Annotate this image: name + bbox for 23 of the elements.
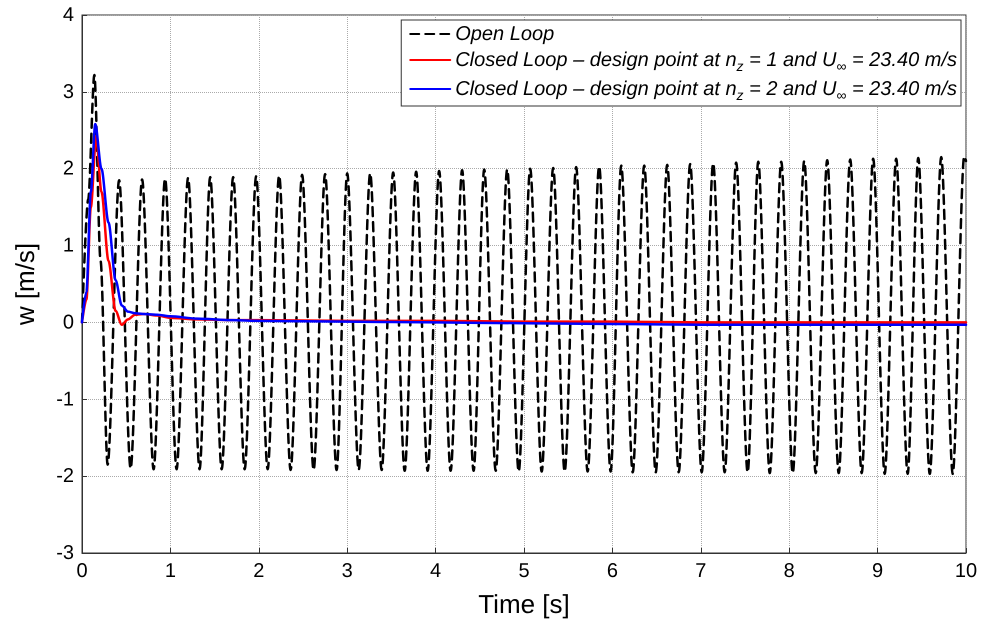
y-tick-label: 4 <box>62 4 74 26</box>
y-tick-label: -3 <box>56 542 74 564</box>
x-tick-label: 10 <box>954 560 978 582</box>
y-axis-title: w [m/s] <box>10 242 40 326</box>
x-tick-label: 0 <box>76 560 88 582</box>
x-tick-label: 6 <box>606 560 618 582</box>
x-tick-label: 1 <box>164 560 176 582</box>
x-tick-label: 3 <box>342 560 353 582</box>
y-tick-label: 2 <box>62 158 74 180</box>
x-tick-label: 9 <box>872 560 884 582</box>
y-tick-label: -1 <box>56 388 74 410</box>
x-tick-label: 7 <box>695 560 706 582</box>
x-tick-label: 2 <box>253 560 264 582</box>
line-series <box>80 74 968 476</box>
y-tick-label: -2 <box>56 465 74 488</box>
x-axis-title: Time [s] <box>478 589 570 619</box>
x-tick-label: 8 <box>784 560 795 582</box>
y-tick-label: 0 <box>62 311 74 334</box>
legend-label: Open Loop <box>455 23 554 45</box>
y-tick-label: 3 <box>62 80 74 103</box>
x-tick-label: 5 <box>518 560 530 582</box>
x-tick-label: 4 <box>430 560 442 582</box>
y-tick-label: 1 <box>62 234 74 257</box>
